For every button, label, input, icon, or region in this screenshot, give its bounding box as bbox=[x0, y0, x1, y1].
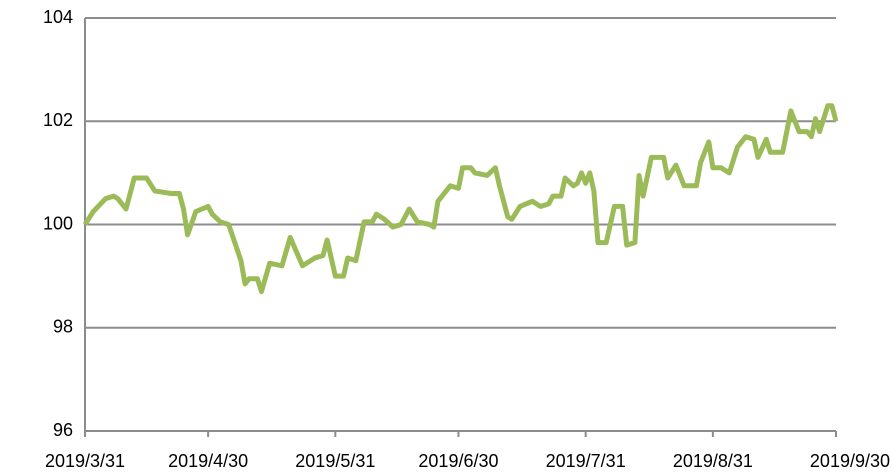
x-tick-label: 2019/9/30 bbox=[810, 451, 890, 471]
x-tick-label: 2019/7/31 bbox=[546, 451, 626, 471]
y-tick-label: 98 bbox=[53, 317, 73, 337]
y-tick-label: 102 bbox=[43, 110, 73, 130]
y-tick-label: 96 bbox=[53, 420, 73, 440]
x-tick-label: 2019/3/31 bbox=[45, 451, 125, 471]
y-tick-label: 100 bbox=[43, 213, 73, 233]
x-tick-label: 2019/5/31 bbox=[295, 451, 375, 471]
y-tick-label: 104 bbox=[43, 7, 73, 27]
data-line bbox=[82, 103, 839, 295]
x-tick-label: 2019/8/31 bbox=[673, 451, 753, 471]
x-tick-label: 2019/4/30 bbox=[168, 451, 248, 471]
x-tick-label: 2019/6/30 bbox=[418, 451, 498, 471]
